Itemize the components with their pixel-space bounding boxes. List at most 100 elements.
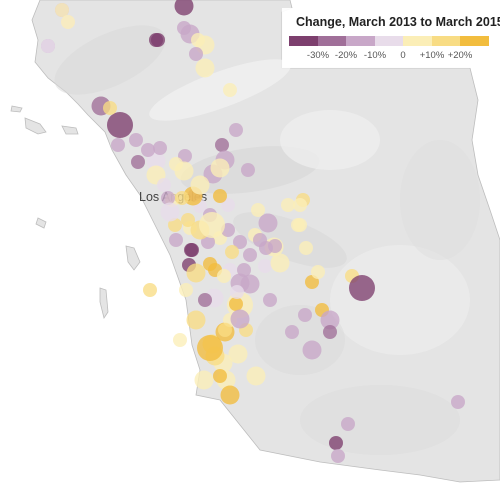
map-symbol[interactable] (223, 83, 237, 97)
map-symbol[interactable] (103, 101, 117, 115)
map-symbol[interactable] (230, 309, 250, 329)
map-symbol[interactable] (253, 233, 267, 247)
map-symbol[interactable] (293, 218, 307, 232)
map-symbol[interactable] (179, 283, 193, 297)
map-symbol[interactable] (111, 138, 125, 152)
map-symbol[interactable] (169, 157, 183, 171)
legend-tick: 0 (400, 50, 406, 61)
channel-island (10, 105, 23, 113)
map-symbol[interactable] (146, 151, 166, 171)
legend-swatch (346, 36, 375, 46)
legend-swatch (317, 36, 347, 46)
channel-island (99, 287, 109, 319)
map-symbol[interactable] (175, 191, 189, 205)
map-symbol[interactable] (258, 259, 272, 273)
map-symbol[interactable] (213, 189, 227, 203)
map-symbol[interactable] (141, 143, 155, 157)
map-symbol[interactable] (341, 417, 355, 431)
map-symbol[interactable] (194, 370, 214, 390)
map-symbol[interactable] (160, 202, 180, 222)
map-symbol[interactable] (229, 297, 243, 311)
legend-swatch (431, 36, 461, 46)
map-symbol[interactable] (218, 323, 232, 337)
map-symbol[interactable] (41, 39, 55, 53)
legend-tick: -30% (306, 50, 330, 61)
map-symbol[interactable] (293, 198, 307, 212)
map-symbol[interactable] (131, 155, 145, 169)
map-symbol[interactable] (237, 263, 251, 277)
map-symbol[interactable] (161, 191, 175, 205)
map-symbol[interactable] (173, 333, 187, 347)
map-symbol[interactable] (263, 293, 277, 307)
map-symbol[interactable] (143, 283, 157, 297)
map-symbol[interactable] (285, 325, 299, 339)
map-symbol[interactable] (189, 47, 203, 61)
map-symbol[interactable] (157, 178, 171, 192)
legend: Change, March 2013 to March 2015 -30% -2… (282, 8, 500, 68)
legend-swatch (403, 36, 432, 46)
legend-tick: +10% (419, 50, 445, 61)
map-symbol[interactable] (241, 163, 255, 177)
map-symbol[interactable] (55, 3, 69, 17)
symbols-layer[interactable] (41, 0, 465, 463)
map-symbol[interactable] (349, 275, 375, 301)
map-symbol[interactable] (298, 308, 312, 322)
map-symbol[interactable] (246, 366, 266, 386)
map-symbol[interactable] (197, 335, 223, 361)
map-symbol[interactable] (217, 269, 231, 283)
map-symbol[interactable] (240, 274, 260, 294)
channel-island (24, 117, 47, 135)
legend-tick: +20% (447, 50, 473, 61)
map-symbol[interactable] (243, 248, 257, 262)
map-symbol[interactable] (233, 235, 247, 249)
map-symbol[interactable] (184, 243, 198, 257)
map-symbol[interactable] (323, 325, 337, 339)
legend-swatch (460, 36, 490, 46)
map-symbol[interactable] (177, 21, 191, 35)
channel-island (61, 125, 79, 135)
map-symbol[interactable] (151, 33, 165, 47)
map-symbol[interactable] (213, 369, 227, 383)
map-symbol[interactable] (230, 285, 244, 299)
map-symbol[interactable] (178, 149, 192, 163)
map-symbol[interactable] (201, 235, 215, 249)
map-symbol[interactable] (299, 241, 313, 255)
map-symbol[interactable] (225, 245, 239, 259)
map-symbol[interactable] (195, 58, 215, 78)
map-symbol[interactable] (331, 449, 345, 463)
map-symbol[interactable] (220, 385, 240, 405)
map-symbol[interactable] (61, 15, 75, 29)
map-symbol[interactable] (168, 218, 182, 232)
map-symbol[interactable] (302, 340, 322, 360)
map-symbol[interactable] (270, 253, 290, 273)
map-symbol[interactable] (221, 198, 235, 212)
map-symbol[interactable] (229, 123, 243, 137)
map-symbol[interactable] (129, 133, 143, 147)
map-symbol[interactable] (199, 212, 225, 238)
map-symbol[interactable] (311, 265, 325, 279)
map-symbol[interactable] (190, 175, 210, 195)
map-symbol[interactable] (191, 33, 205, 47)
map-symbol[interactable] (451, 395, 465, 409)
map-symbol[interactable] (174, 0, 194, 16)
map-symbol[interactable] (169, 233, 183, 247)
legend-color-bar (289, 36, 490, 46)
map-symbol[interactable] (186, 310, 206, 330)
map-symbol[interactable] (107, 112, 133, 138)
map-symbol[interactable] (153, 141, 167, 155)
map-symbol[interactable] (281, 198, 295, 212)
map-symbol[interactable] (181, 213, 195, 227)
map-symbol[interactable] (228, 344, 248, 364)
legend-tick: -10% (363, 50, 387, 61)
map-symbol[interactable] (320, 310, 340, 330)
legend-swatch (289, 36, 318, 46)
map-symbol[interactable] (251, 203, 265, 217)
map-symbol[interactable] (215, 138, 229, 152)
map-symbol[interactable] (210, 158, 230, 178)
map-symbol[interactable] (186, 263, 206, 283)
map-symbol[interactable] (258, 213, 278, 233)
map-symbol[interactable] (329, 436, 343, 450)
map-symbol[interactable] (198, 293, 212, 307)
